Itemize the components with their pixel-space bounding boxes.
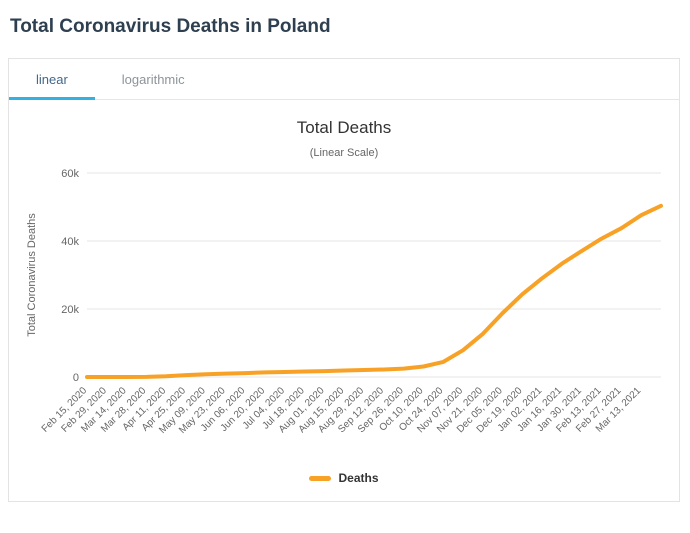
y-tick-label: 20k (61, 304, 79, 316)
y-axis-title: Total Coronavirus Deaths (26, 213, 38, 337)
page: Total Coronavirus Deaths in Poland linea… (8, 16, 680, 502)
legend-line-icon (309, 475, 332, 481)
y-tick-label: 0 (73, 372, 79, 384)
deaths-line (85, 203, 663, 379)
scale-tabbar: linear logarithmic (9, 59, 679, 100)
legend-item-deaths[interactable]: Deaths (9, 471, 679, 501)
chart: Total Deaths (Linear Scale) 0 20k 40k 60k Fe… (9, 118, 679, 501)
page-title: Total Coronavirus Deaths in Poland (10, 16, 331, 37)
legend-label: Deaths (338, 471, 379, 485)
chart-subtitle: (Linear Scale) (309, 147, 379, 159)
y-tick-label: 60k (61, 168, 79, 180)
chart-title: Total Deaths (296, 118, 392, 137)
chart-panel: linear logarithmic Total Deaths (Linear … (8, 58, 680, 502)
tab-logarithmic[interactable]: logarithmic (121, 71, 185, 87)
y-tick-label: 40k (61, 236, 79, 248)
tab-linear[interactable]: linear (9, 59, 95, 100)
